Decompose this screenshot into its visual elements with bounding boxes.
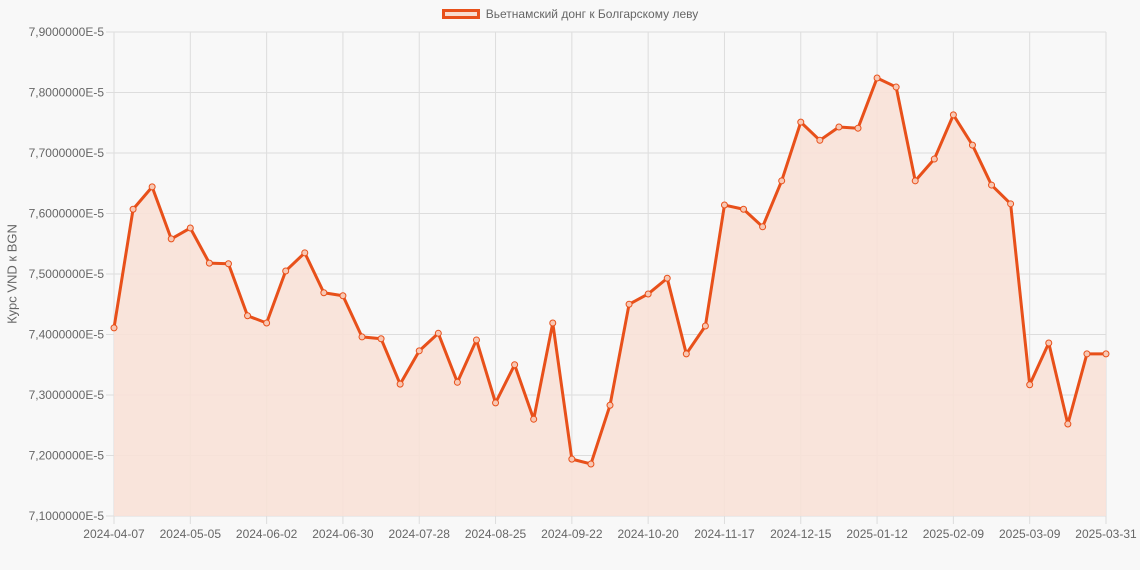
data-point [816, 136, 824, 144]
data-point [282, 267, 290, 275]
x-tick-label: 2025-03-09 [999, 527, 1061, 541]
data-point [1007, 200, 1015, 208]
legend-label: Вьетнамский донг к Болгарскому леву [485, 7, 699, 21]
x-tick-label: 2024-09-22 [541, 527, 603, 541]
data-point [930, 155, 938, 163]
data-point [854, 124, 862, 132]
data-point [530, 415, 538, 423]
x-tick-label: 2024-04-07 [83, 527, 145, 541]
data-point [549, 319, 557, 327]
x-tick-label: 2024-06-02 [236, 527, 298, 541]
chart-legend[interactable]: Вьетнамский донг к Болгарскому леву [0, 7, 1140, 21]
data-point [244, 312, 252, 320]
data-point [720, 201, 728, 209]
data-point [644, 290, 652, 298]
legend-swatch-icon [441, 9, 480, 19]
data-point [988, 181, 996, 189]
data-point [835, 123, 843, 131]
data-point [396, 380, 404, 388]
data-point [110, 324, 118, 332]
data-point [224, 260, 232, 268]
data-point [759, 223, 767, 231]
data-point [148, 183, 156, 191]
data-point [472, 336, 480, 344]
data-point [320, 289, 328, 297]
y-tick-label: 7,5000000E-5 [29, 267, 105, 281]
data-point [186, 224, 194, 232]
data-point [587, 460, 595, 468]
y-tick-label: 7,1000000E-5 [29, 509, 105, 523]
x-tick-label: 2024-08-25 [465, 527, 527, 541]
data-point [377, 335, 385, 343]
y-tick-label: 7,3000000E-5 [29, 388, 105, 402]
area-fill [114, 77, 1106, 516]
data-point [263, 319, 271, 327]
data-point [511, 361, 519, 369]
y-tick-label: 7,4000000E-5 [29, 328, 105, 342]
data-point [911, 177, 919, 185]
data-point [1064, 420, 1072, 428]
data-point [167, 235, 175, 243]
data-point [1045, 339, 1053, 347]
data-point [568, 455, 576, 463]
data-point [663, 274, 671, 282]
x-tick-label: 2024-11-17 [694, 527, 755, 541]
data-point [301, 249, 309, 257]
x-tick-label: 2025-03-31 [1075, 527, 1137, 541]
data-point [1102, 350, 1110, 358]
y-tick-label: 7,7000000E-5 [29, 146, 105, 160]
data-point [434, 329, 442, 337]
data-point [1026, 381, 1034, 389]
data-point [415, 347, 423, 355]
x-tick-label: 2024-10-20 [617, 527, 679, 541]
data-point [797, 118, 805, 126]
x-tick-label: 2024-07-28 [389, 527, 451, 541]
data-point [892, 83, 900, 91]
data-point [129, 205, 137, 213]
data-point [606, 401, 614, 409]
x-tick-label: 2025-01-12 [846, 527, 908, 541]
data-point [949, 111, 957, 119]
y-tick-label: 7,8000000E-5 [29, 86, 105, 100]
x-tick-label: 2024-12-15 [770, 527, 832, 541]
data-point [682, 350, 690, 358]
data-point [453, 378, 461, 386]
data-point [778, 177, 786, 185]
data-point [1083, 350, 1091, 358]
y-tick-label: 7,9000000E-5 [29, 25, 105, 39]
y-tick-label: 7,6000000E-5 [29, 207, 105, 221]
data-point [701, 322, 709, 330]
data-point [339, 292, 347, 300]
data-point [492, 399, 500, 407]
x-tick-label: 2024-05-05 [160, 527, 222, 541]
data-point [205, 259, 213, 267]
data-point [873, 74, 881, 82]
x-tick-label: 2025-02-09 [923, 527, 985, 541]
x-tick-label: 2024-06-30 [312, 527, 374, 541]
y-tick-label: 7,2000000E-5 [29, 449, 105, 463]
data-point [625, 300, 633, 308]
data-point [740, 205, 748, 213]
data-point [968, 141, 976, 149]
data-point [358, 333, 366, 341]
